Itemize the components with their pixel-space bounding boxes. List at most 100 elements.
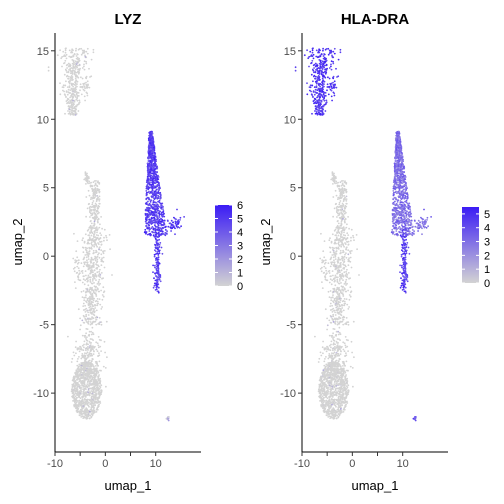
cell-point [333,252,336,254]
cell-point [74,346,77,349]
cell-point [96,283,99,285]
cell-point [344,218,346,221]
cell-point [76,60,79,63]
cell-point [87,279,89,282]
colorbar-label: 2 [237,254,243,266]
cell-point [156,271,158,274]
cell-point [175,224,178,227]
cell-point [143,231,146,234]
cell-point [336,281,339,283]
cell-point [338,296,341,298]
cell-point [77,259,80,262]
cell-point [148,162,151,165]
cell-point [340,208,343,211]
cell-point [336,272,339,274]
cell-point [333,259,335,262]
cell-point [347,264,350,267]
cell-point [148,226,151,229]
cell-point [329,251,332,254]
cell-point [332,174,335,177]
cell-point [336,304,338,306]
cell-point [76,56,79,59]
cell-point [85,315,87,317]
cell-point [90,406,93,409]
cell-point [89,414,92,417]
cell-point [149,201,152,203]
cell-point [312,100,315,102]
cell-point [47,66,50,69]
cell-point [157,204,159,206]
cell-point [98,352,100,355]
cell-point [99,223,101,226]
cell-point [331,177,334,180]
cell-point [83,411,86,414]
cell-point [341,232,343,234]
cell-point [154,190,156,193]
cell-point [331,254,334,256]
cell-point [157,178,159,181]
cell-point [86,403,89,406]
cell-point [331,56,334,58]
cell-point [323,62,325,64]
cell-point [332,301,335,304]
cell-point [86,229,89,232]
cell-point [153,277,155,280]
cell-point [84,403,86,406]
cell-point [315,111,318,113]
cell-point [336,297,339,300]
cell-point [343,258,346,261]
cell-point [76,240,79,243]
cell-point [308,65,310,68]
cell-point [85,398,88,401]
cell-point [340,227,342,230]
cell-point [150,223,153,225]
cell-point [74,96,77,98]
cell-point [68,55,71,58]
cell-point [69,113,72,116]
cell-point [339,290,342,293]
cell-point [82,251,85,254]
cell-point [85,174,88,177]
cell-point [306,93,309,96]
cell-point [331,296,334,299]
cell-point [349,291,352,294]
cell-point [81,296,84,298]
cell-point [90,220,92,222]
cell-point [102,250,105,253]
cell-point [170,224,173,227]
cell-point [82,401,85,404]
cell-point [334,239,336,242]
cell-point [353,239,355,242]
cell-point [78,369,80,372]
cell-point [72,78,74,81]
cell-point [179,216,182,219]
cell-point [331,233,334,236]
cell-point [154,221,157,224]
cell-point [95,323,98,326]
cell-point [339,200,342,202]
cell-point [167,416,169,418]
cell-point [159,280,162,283]
cell-point [102,256,105,259]
cell-point [332,81,334,84]
cell-point [163,223,166,226]
cell-point [348,306,350,308]
cell-point [330,283,333,286]
cell-point [87,241,89,244]
cell-point [321,281,323,283]
cell-point [152,206,155,209]
cell-point [156,225,159,228]
cell-point [74,65,77,67]
cell-point [73,90,76,92]
cell-point [85,377,88,380]
cell-point [103,266,106,269]
cell-point [152,177,155,180]
cell-point [157,260,159,263]
cell-point [325,99,328,102]
cell-point [69,67,72,70]
cell-point [350,239,352,242]
cell-point [89,232,91,235]
cell-point [338,203,341,206]
cell-point [72,396,75,399]
cell-point [66,67,68,69]
